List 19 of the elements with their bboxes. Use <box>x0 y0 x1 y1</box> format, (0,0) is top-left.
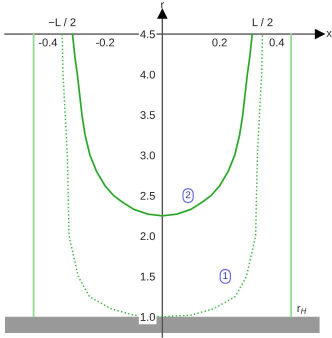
y-tick-label: 1.5 <box>140 272 155 281</box>
x-axis-title: x <box>326 31 332 37</box>
annotation: 2 <box>186 191 190 198</box>
x-tick-label: -0.2 <box>96 38 114 46</box>
y-tick-label: 4.5 <box>140 30 155 38</box>
y-tick-label: 3.5 <box>140 111 155 119</box>
x-tick-label: 0.2 <box>212 38 227 46</box>
annotation: L / 2 <box>252 18 273 26</box>
y-tick-label: 3.0 <box>140 151 155 160</box>
y-tick-label: 2.0 <box>140 232 155 240</box>
band-label: r$_{H}$ <box>298 306 306 314</box>
y-tick-label: 2.5 <box>140 192 155 200</box>
annotation: −L / 2 <box>48 18 76 26</box>
y-tick-label: 1.0 <box>140 313 155 321</box>
x-tick-label: 0.4 <box>270 38 284 46</box>
y-axis-title: r <box>161 2 164 8</box>
annotation: 1 <box>223 272 228 279</box>
y-tick-label: 4.0 <box>140 70 155 79</box>
x-tick-label: -0.4 <box>38 38 58 46</box>
